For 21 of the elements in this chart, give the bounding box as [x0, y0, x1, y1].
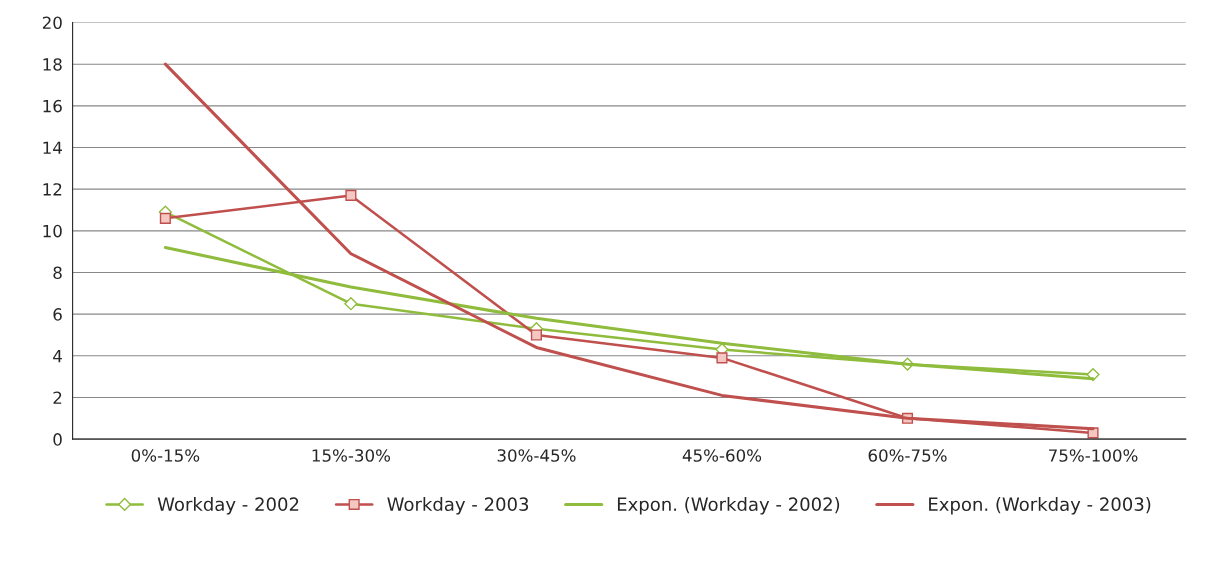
y-tick-label: 10 — [43, 224, 62, 238]
y-tick-label: 12 — [43, 183, 62, 196]
y-tick-label: 8 — [53, 266, 62, 280]
x-tick-label: 0%-15% — [131, 449, 200, 462]
legend-label: Workday - 2003 — [387, 497, 529, 515]
y-tick-label: 14 — [43, 141, 62, 154]
y-tick-label: 20 — [42, 16, 62, 30]
legend-label: Workday - 2002 — [157, 497, 299, 515]
y-tick-label: 6 — [53, 308, 62, 321]
x-tick-label: 15%-30% — [312, 449, 391, 462]
y-tick-label: 2 — [53, 391, 62, 404]
x-tick-label: 45%-60% — [682, 449, 762, 462]
y-tick-label: 18 — [43, 58, 62, 71]
x-tick-label: 75%-100% — [1049, 449, 1138, 462]
y-tick-label: 16 — [43, 99, 62, 113]
y-tick-label: 4 — [53, 350, 62, 363]
x-tick-label: 60%-75% — [868, 449, 947, 462]
x-tick-label: 30%-45% — [497, 449, 576, 462]
y-tick-label: 0 — [53, 433, 62, 446]
legend-label: Expon. (Workday - 2002) — [617, 497, 840, 515]
legend-label: Expon. (Workday - 2003) — [929, 497, 1151, 515]
